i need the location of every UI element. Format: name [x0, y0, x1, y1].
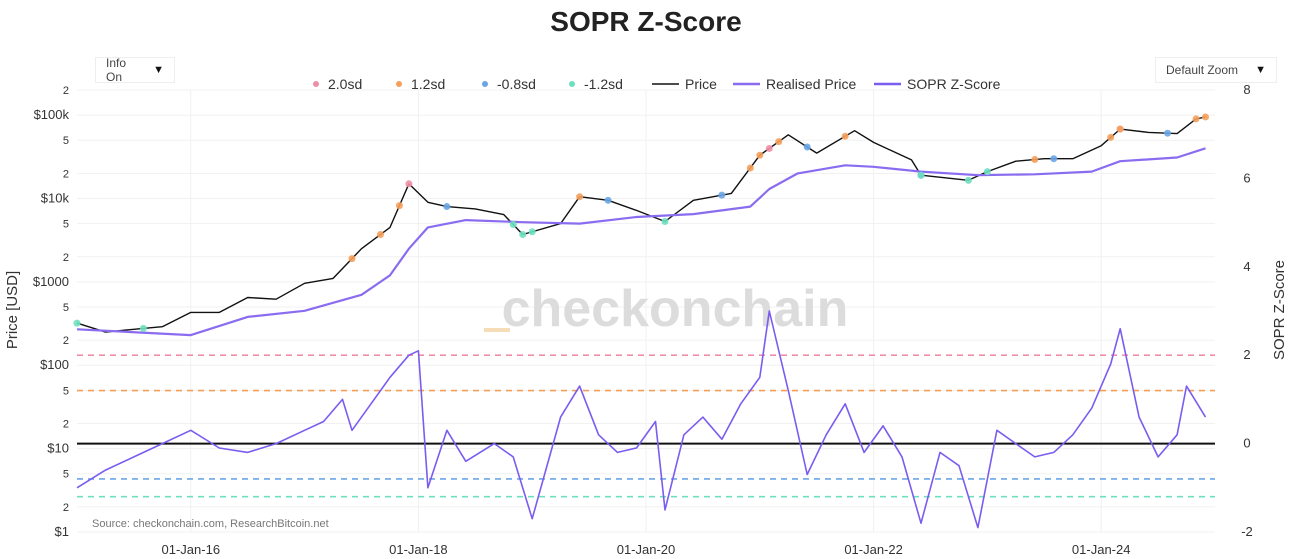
chevron-down-icon: ▼ [153, 64, 164, 76]
legend-label: Realised Price [766, 76, 856, 92]
band-marker [803, 143, 811, 151]
x-tick-label: 01-Jan-22 [844, 542, 903, 557]
band-marker [604, 196, 612, 204]
band-marker [718, 191, 726, 199]
y-right-tick-label: 8 [1243, 82, 1250, 97]
band-marker [528, 228, 536, 236]
series-realised-price [76, 147, 1206, 337]
y-left-tick-label: 2 [63, 85, 69, 97]
y-left-tick-label: 2 [63, 335, 69, 347]
y-right-tick-label: -2 [1241, 524, 1253, 539]
band-marker [509, 221, 517, 229]
legend-label: SOPR Z-Score [907, 76, 1001, 92]
band-marker [964, 176, 972, 184]
y-left-tick-label: 2 [63, 168, 69, 180]
y-left-tick-label: 2 [63, 502, 69, 514]
y-left-tick-label: 5 [63, 469, 69, 481]
reference-lines [77, 354, 1215, 498]
y-right-tick-label: 4 [1243, 259, 1250, 274]
y-right-tick-label: 6 [1243, 170, 1250, 185]
y-left-tick-label: 5 [63, 135, 69, 147]
y-left-tick-label: 5 [63, 219, 69, 231]
zoom-label: Default Zoom [1166, 63, 1239, 77]
x-tick-label: 01-Jan-24 [1072, 542, 1131, 557]
info-toggle-label: Info On [106, 56, 127, 84]
band-marker [917, 171, 925, 179]
legend-label: 2.0sd [328, 76, 362, 92]
band-marker [1202, 113, 1210, 121]
y-left-tick-label: $10k [41, 190, 70, 205]
y-left-tick-label: 2 [63, 252, 69, 264]
band-marker [765, 144, 773, 152]
series-sopr-z-score [76, 310, 1207, 529]
y-axis-right-label: SOPR Z-Score [1271, 260, 1288, 360]
chart-title: SOPR Z-Score [550, 6, 742, 37]
legend-marker [569, 81, 575, 87]
band-marker [775, 138, 783, 146]
band-marker [1116, 125, 1124, 133]
chevron-down-icon: ▼ [1255, 64, 1266, 76]
legend-label: -0.8sd [497, 76, 536, 92]
grid [77, 89, 1215, 533]
y-left-tick-label: 2 [63, 419, 69, 431]
y-left-tick-label: $100 [40, 357, 69, 372]
y-right-tick-label: 2 [1243, 347, 1250, 362]
legend-label: -1.2sd [584, 76, 623, 92]
band-markers [73, 113, 1210, 332]
y-left-tick-label: $100k [34, 107, 70, 122]
zoom-dropdown[interactable]: Default Zoom ▼ [1155, 57, 1277, 83]
source-note: Source: checkonchain.com, ResearchBitcoi… [92, 518, 329, 530]
watermark-logo [484, 328, 510, 332]
band-marker [139, 324, 147, 332]
band-marker [661, 217, 669, 225]
band-marker [576, 193, 584, 201]
x-tick-label: 01-Jan-18 [389, 542, 448, 557]
band-marker [1116, 125, 1124, 133]
x-tick-label: 01-Jan-20 [617, 542, 676, 557]
watermark: checkonchain [502, 280, 849, 338]
band-marker [1164, 129, 1172, 137]
band-marker [1050, 155, 1058, 163]
band-marker [756, 151, 764, 159]
band-marker [1192, 115, 1200, 123]
series-lines [76, 116, 1207, 529]
y-left-tick-label: 5 [63, 385, 69, 397]
band-marker [348, 255, 356, 263]
legend-marker [396, 81, 402, 87]
legend-label: 1.2sd [411, 76, 445, 92]
y-left-tick-label: $1 [55, 524, 69, 539]
band-marker [443, 203, 451, 211]
band-marker [519, 230, 527, 238]
y-axis-left-label: Price [USD] [4, 271, 21, 349]
y-left-tick-label: $1000 [33, 274, 69, 289]
y-left-tick-label: 5 [63, 302, 69, 314]
legend-marker [313, 81, 319, 87]
legend[interactable]: 2.0sd 1.2sd -0.8sd -1.2sd Price Realised Pric… [313, 76, 1001, 92]
band-marker [73, 319, 81, 327]
band-marker [1031, 156, 1039, 164]
band-marker [405, 180, 413, 188]
band-marker [395, 202, 403, 210]
left-axis-ticks: $1 2 5 $10 2 5 $100 2 5 $1000 2 5 $10k 2 5 $100k 2 [33, 85, 70, 539]
y-left-tick-label: $10 [47, 441, 69, 456]
x-axis-ticks: 01-Jan-16 01-Jan-18 01-Jan-20 01-Jan-22 01-J… [162, 542, 1131, 557]
x-tick-label: 01-Jan-16 [162, 542, 221, 557]
band-marker [841, 132, 849, 140]
legend-label: Price [685, 76, 717, 92]
band-marker [376, 230, 384, 238]
series-price [76, 116, 1206, 333]
band-marker [983, 168, 991, 176]
info-toggle-dropdown[interactable]: Info On ▼ [95, 56, 175, 84]
band-marker [917, 171, 925, 179]
band-marker [1107, 133, 1115, 141]
band-marker [746, 164, 754, 172]
right-axis-ticks: -2 0 2 4 6 8 [1241, 82, 1253, 539]
legend-marker [482, 81, 488, 87]
y-right-tick-label: 0 [1243, 436, 1250, 451]
